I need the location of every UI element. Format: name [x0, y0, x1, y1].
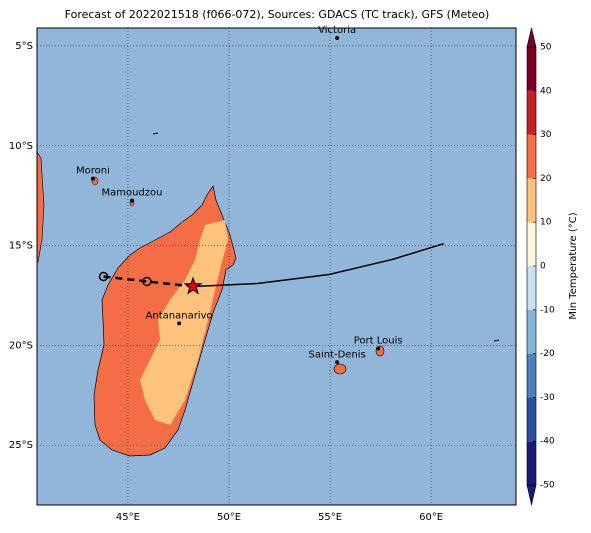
colorbar-tick-label: -50	[540, 481, 555, 491]
city-dot	[129, 198, 134, 203]
city-dot	[90, 176, 95, 181]
city-label: Mamoudzou	[101, 188, 162, 199]
colorbar-band	[527, 222, 536, 266]
colorbar-extend-top	[526, 27, 537, 48]
city-label: Antananarivo	[146, 310, 213, 321]
colorbar-band	[527, 309, 536, 354]
x-tick-label: 45°E	[116, 512, 140, 523]
city-label: Port Louis	[354, 336, 403, 347]
colorbar-tick-label: -20	[540, 349, 555, 359]
title: Forecast of 2022021518 (f066-072), Sourc…	[65, 8, 490, 21]
y-tick-label: 5°S	[15, 41, 33, 52]
colorbar-tick-label: 0	[540, 262, 546, 272]
colorbar-band	[527, 47, 536, 91]
x-tick-label: 60°E	[419, 512, 443, 523]
track-point	[98, 271, 109, 282]
colorbar-tick-label: 10	[540, 218, 552, 228]
colorbar-tick-label: -40	[540, 437, 555, 447]
colorbar-band	[527, 90, 536, 135]
forecast-track	[192, 242, 445, 288]
city-label: Saint-Denis	[308, 349, 365, 360]
land	[36, 132, 500, 457]
map-frame	[36, 27, 517, 506]
city-dot	[177, 321, 182, 326]
colorbar-tick-label: -30	[540, 393, 555, 403]
track-point	[142, 276, 152, 287]
y-tick-label: 10°S	[9, 141, 33, 152]
city-dot	[376, 346, 381, 351]
colorbar-tick-label: 30	[540, 130, 552, 140]
y-tick-label: 20°S	[9, 340, 33, 351]
past-track	[103, 275, 194, 288]
y-tick-label: 25°S	[9, 440, 33, 451]
x-tick-label: 55°E	[318, 512, 342, 523]
city-dot	[335, 35, 340, 40]
colorbar-band	[527, 134, 536, 179]
x-tick-label: 50°E	[217, 512, 241, 523]
city-label: Moroni	[76, 166, 110, 177]
colorbar-band	[527, 266, 536, 310]
y-tick-label: 15°S	[9, 241, 33, 252]
colorbar-tick-label: 40	[540, 86, 552, 96]
colorbar-tick-label: 50	[540, 43, 552, 53]
colorbar-band	[527, 178, 536, 223]
colorbar-label: Min Temperature (°C)	[568, 212, 579, 319]
colorbar-tick-label: 20	[540, 174, 552, 184]
city-label: Victoria	[318, 25, 356, 36]
colorbar-extend-bottom	[526, 484, 537, 506]
current-position	[183, 276, 203, 295]
colorbar-band	[527, 353, 536, 398]
colorbar-band	[527, 397, 536, 442]
colorbar-band	[527, 441, 536, 485]
colorbar-tick-label: -10	[540, 305, 555, 315]
city-dot	[335, 360, 340, 365]
